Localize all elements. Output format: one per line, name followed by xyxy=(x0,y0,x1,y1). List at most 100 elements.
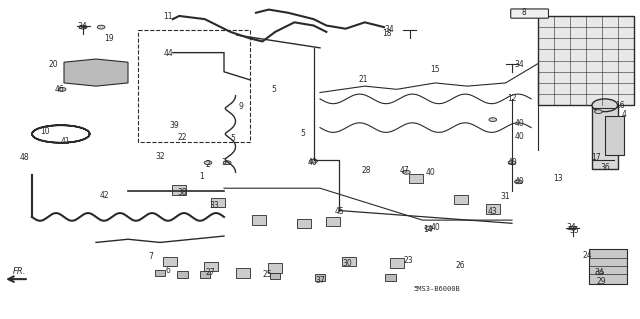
Text: 44: 44 xyxy=(163,49,173,58)
Circle shape xyxy=(515,180,522,184)
Text: 33: 33 xyxy=(209,201,220,210)
Bar xyxy=(538,16,634,105)
Text: 39: 39 xyxy=(169,121,179,130)
Text: 46: 46 xyxy=(54,85,65,94)
Text: 3: 3 xyxy=(221,158,227,167)
Text: 32: 32 xyxy=(155,152,165,161)
Bar xyxy=(200,271,210,278)
Text: 25: 25 xyxy=(262,271,273,279)
Bar xyxy=(315,274,325,281)
Text: 21: 21 xyxy=(359,75,368,84)
Circle shape xyxy=(508,161,516,165)
Bar xyxy=(390,258,404,268)
Circle shape xyxy=(97,25,105,29)
Circle shape xyxy=(489,118,497,122)
Circle shape xyxy=(58,87,66,91)
Bar xyxy=(204,262,218,271)
Text: 4: 4 xyxy=(621,110,627,119)
Circle shape xyxy=(569,226,577,230)
Text: 43: 43 xyxy=(488,207,498,216)
Bar xyxy=(236,268,250,278)
Text: 8: 8 xyxy=(521,8,526,17)
Text: 11: 11 xyxy=(163,12,172,21)
Bar xyxy=(589,249,627,284)
Text: 6: 6 xyxy=(165,266,170,275)
Text: 16: 16 xyxy=(614,101,625,110)
Text: 34: 34 xyxy=(77,22,87,31)
Text: 34: 34 xyxy=(566,223,577,232)
Text: 40: 40 xyxy=(307,158,317,167)
Bar xyxy=(342,257,356,266)
Text: 7: 7 xyxy=(148,252,153,261)
Text: 40: 40 xyxy=(515,119,525,128)
Text: 35: 35 xyxy=(570,226,580,235)
Bar xyxy=(163,257,177,266)
Circle shape xyxy=(223,161,231,165)
Bar xyxy=(252,215,266,225)
Bar xyxy=(592,105,618,169)
Text: 27: 27 xyxy=(205,268,215,277)
Text: 24: 24 xyxy=(582,251,593,260)
Bar xyxy=(454,195,468,204)
Text: 38: 38 xyxy=(177,189,188,197)
Text: 36: 36 xyxy=(600,163,610,172)
Bar xyxy=(155,270,165,276)
Text: 18: 18 xyxy=(383,29,392,38)
Text: 13: 13 xyxy=(553,174,563,182)
Text: 40: 40 xyxy=(515,177,525,186)
Text: 34: 34 xyxy=(384,25,394,34)
Text: 14: 14 xyxy=(422,225,433,234)
Text: 30: 30 xyxy=(342,259,352,268)
Text: 40: 40 xyxy=(515,132,525,141)
Text: 10: 10 xyxy=(40,127,50,136)
Text: 40: 40 xyxy=(507,158,517,167)
Text: 48: 48 xyxy=(19,153,29,162)
Text: 17: 17 xyxy=(591,153,602,162)
Text: 37: 37 xyxy=(315,276,325,285)
Bar xyxy=(211,198,225,207)
Circle shape xyxy=(310,159,317,163)
Text: 28: 28 xyxy=(362,166,371,175)
Text: 5: 5 xyxy=(271,85,276,94)
Text: 22: 22 xyxy=(178,133,187,142)
Bar xyxy=(270,273,280,279)
Circle shape xyxy=(403,170,410,174)
Text: 1: 1 xyxy=(199,172,204,181)
Circle shape xyxy=(79,25,87,29)
Text: 5MS3-B6000B: 5MS3-B6000B xyxy=(413,286,460,292)
Bar xyxy=(486,204,500,214)
Bar xyxy=(385,274,396,281)
Text: 34: 34 xyxy=(595,268,605,277)
Circle shape xyxy=(596,271,604,275)
Circle shape xyxy=(595,110,602,114)
Text: 20: 20 xyxy=(48,60,58,69)
Bar xyxy=(326,217,340,226)
Text: 29: 29 xyxy=(596,277,607,286)
Text: 5: 5 xyxy=(230,134,235,143)
Bar xyxy=(409,174,423,183)
Bar xyxy=(297,219,311,228)
Polygon shape xyxy=(64,59,128,86)
Text: 19: 19 xyxy=(104,34,114,43)
FancyBboxPatch shape xyxy=(511,9,548,18)
Text: 42: 42 xyxy=(99,191,109,200)
Text: 15: 15 xyxy=(430,65,440,74)
Text: 12: 12 xyxy=(508,94,516,103)
Bar xyxy=(172,185,186,195)
Text: FR.: FR. xyxy=(13,267,26,276)
Text: 2: 2 xyxy=(205,160,211,169)
Text: 47: 47 xyxy=(399,166,410,174)
Text: 40: 40 xyxy=(425,168,435,177)
Circle shape xyxy=(425,226,433,230)
Ellipse shape xyxy=(592,99,618,112)
Text: 31: 31 xyxy=(500,192,511,201)
Text: 40: 40 xyxy=(430,223,440,232)
Bar xyxy=(177,271,188,278)
Text: 5: 5 xyxy=(300,129,305,137)
Bar xyxy=(268,263,282,273)
Text: 9: 9 xyxy=(239,102,244,111)
Circle shape xyxy=(204,161,212,165)
Bar xyxy=(605,116,624,155)
Bar xyxy=(138,30,250,142)
Text: 45: 45 xyxy=(334,207,344,216)
